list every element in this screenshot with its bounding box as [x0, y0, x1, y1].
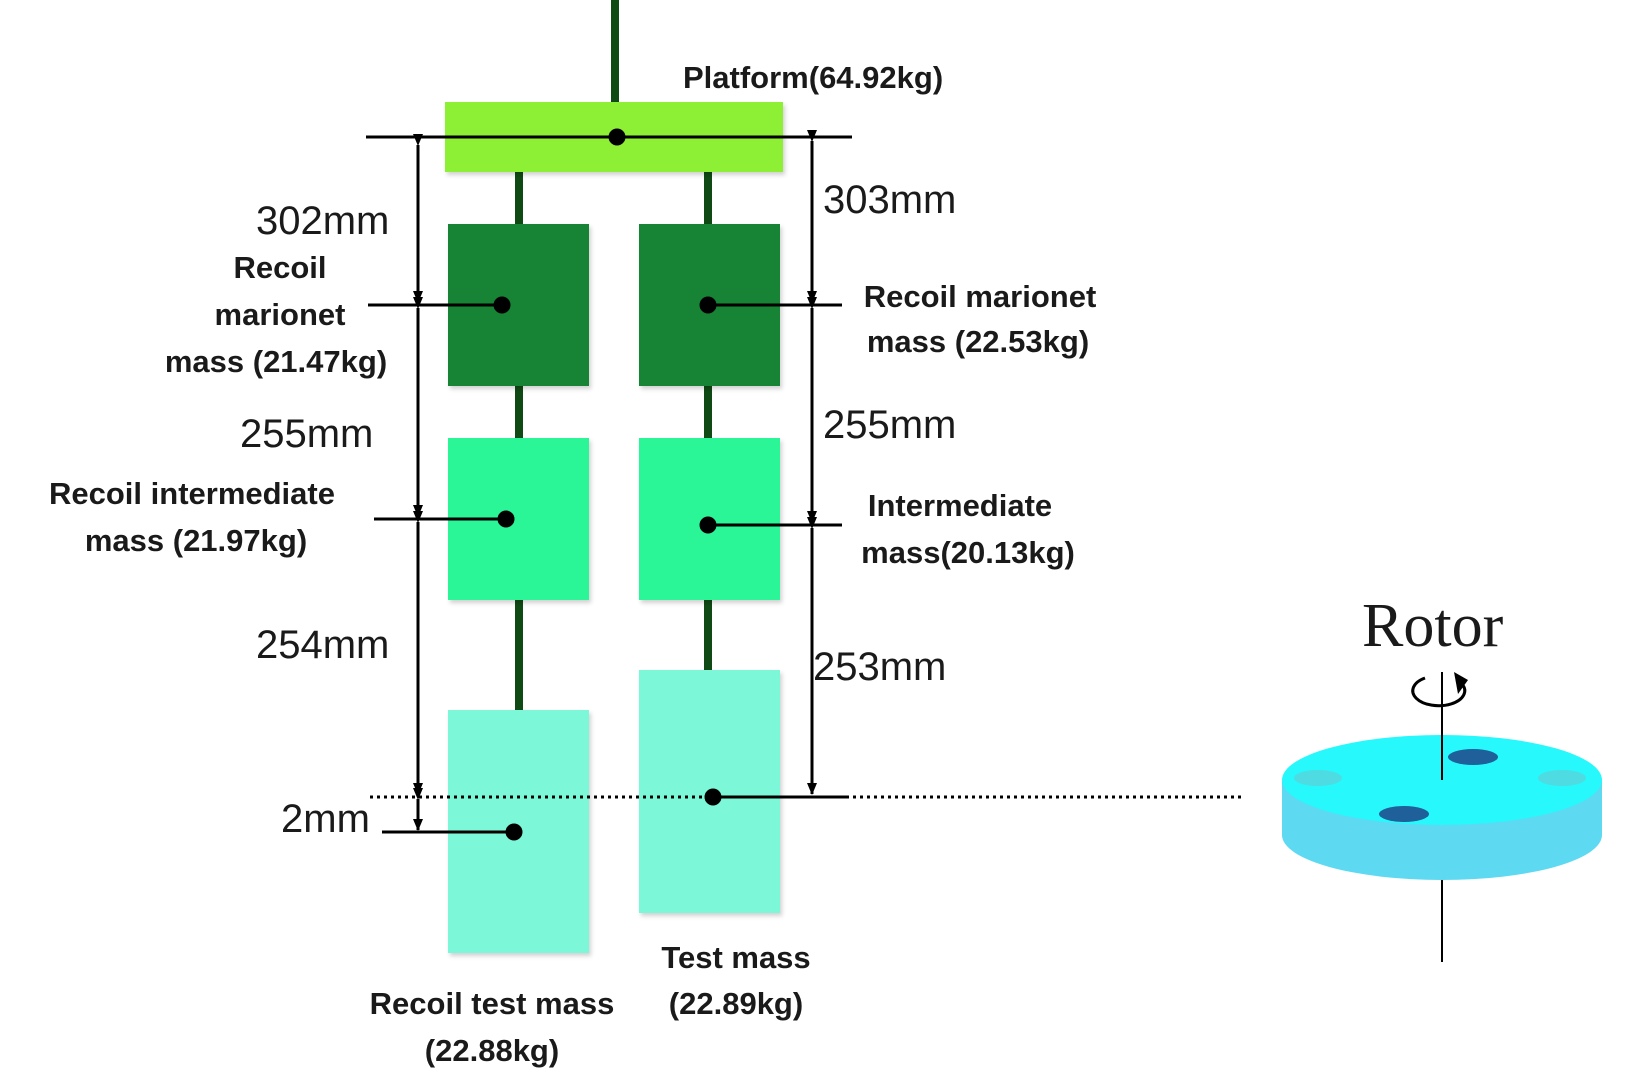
dim-label-254: 254mm [256, 623, 389, 667]
dim-label-253: 253mm [813, 645, 946, 689]
test-mass-label: Test mass (22.89kg) [661, 940, 810, 1021]
rotor: Rotor [1282, 592, 1602, 962]
dim-label-303: 303mm [823, 178, 956, 222]
label-line: Recoil marionet [864, 279, 1097, 314]
recoil-intermediate-label: Recoil intermediate mass (21.97kg) [49, 476, 335, 558]
label-line: marionet [215, 297, 346, 332]
label-line: mass (22.53kg) [867, 324, 1089, 359]
left-intermediate-center-dot [497, 510, 515, 528]
recoil-marionet-label: Recoil marionet mass (21.47kg) [165, 250, 387, 379]
right-intermediate-center-dot [699, 516, 717, 534]
rotation-arrowhead-icon [1454, 672, 1468, 694]
rotor-hole [1448, 749, 1498, 765]
right-marionet-center-dot [699, 296, 717, 314]
label-line: (22.88kg) [425, 1033, 559, 1068]
label-line: mass(20.13kg) [861, 535, 1075, 570]
reference-lines [366, 128, 852, 841]
label-line: mass (21.47kg) [165, 344, 387, 379]
rotation-arrow-icon [1411, 676, 1467, 708]
intermediate-label: Intermediate mass(20.13kg) [861, 488, 1075, 570]
label-line: Test mass [661, 940, 810, 975]
label-line: Recoil intermediate [49, 476, 335, 511]
label-line: (22.89kg) [669, 986, 803, 1021]
platform-center-dot [608, 128, 626, 146]
dim-label-2mm: 2mm [281, 797, 370, 841]
suspension-wires [515, 0, 712, 710]
rotor-hole [1379, 806, 1429, 822]
recoil-marionet-right-label: Recoil marionet mass (22.53kg) [864, 279, 1097, 359]
dim-label-255-right: 255mm [823, 403, 956, 447]
recoil-test-mass-label: Recoil test mass (22.88kg) [370, 986, 615, 1068]
dim-label-255-left: 255mm [240, 412, 373, 456]
label-line: Recoil test mass [370, 986, 615, 1021]
label-line: Recoil [233, 250, 326, 285]
left-marionet-center-dot [493, 296, 511, 314]
label-line: mass (21.97kg) [85, 523, 307, 558]
label-line: Intermediate [868, 488, 1052, 523]
rotor-hole [1538, 770, 1586, 786]
platform-label: Platform(64.92kg) [683, 60, 943, 95]
left-test-center-dot [505, 823, 523, 841]
rotor-label: Rotor [1362, 592, 1504, 660]
dim-label-302: 302mm [256, 199, 389, 243]
rotor-hole [1294, 770, 1342, 786]
